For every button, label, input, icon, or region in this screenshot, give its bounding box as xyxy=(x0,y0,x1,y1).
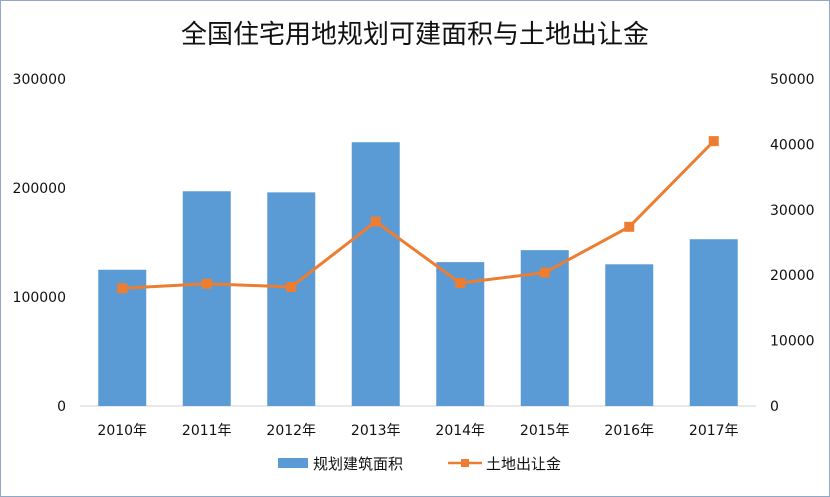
line-marker-2013年 xyxy=(370,216,381,227)
left-y-tick-label: 0 xyxy=(57,399,66,415)
x-tick-label: 2016年 xyxy=(604,423,654,439)
x-tick-label: 2015年 xyxy=(520,423,570,439)
legend-line-label: 土地出让金 xyxy=(486,455,561,473)
left-y-tick-label: 100000 xyxy=(13,290,66,306)
bar-2012年 xyxy=(267,192,316,406)
bar-2016年 xyxy=(605,264,654,406)
legend: 规划建筑面积 土地出让金 xyxy=(278,455,561,473)
line-marker-2012年 xyxy=(286,281,297,292)
legend-line-marker xyxy=(461,459,469,467)
line-marker-2011年 xyxy=(201,278,212,289)
bar-2017年 xyxy=(689,239,738,406)
line-marker-2015年 xyxy=(539,267,550,278)
legend-bar-label: 规划建筑面积 xyxy=(313,455,403,473)
line-series-group xyxy=(117,136,719,294)
bar-series-group xyxy=(98,142,738,406)
x-tick-label: 2017年 xyxy=(689,423,739,439)
left-y-tick-label: 300000 xyxy=(13,72,66,88)
legend-bar-swatch xyxy=(278,458,308,468)
right-y-tick-label: 20000 xyxy=(770,268,815,284)
right-y-tick-label: 0 xyxy=(770,399,779,415)
chart-title: 全国住宅用地规划可建面积与土地出让金 xyxy=(180,20,649,50)
bar-2011年 xyxy=(182,191,231,406)
right-y-tick-label: 50000 xyxy=(770,72,815,88)
line-marker-2010年 xyxy=(117,283,128,294)
line-marker-2016年 xyxy=(624,221,635,232)
left-y-axis: 0 100000 200000 300000 xyxy=(13,72,66,415)
x-tick-label: 2012年 xyxy=(266,423,316,439)
x-axis: 2010年 2011年 2012年 2013年 2014年 2015年 2016年 2017年 xyxy=(97,423,738,439)
x-tick-label: 2013年 xyxy=(351,423,401,439)
line-path xyxy=(122,140,715,290)
x-tick-label: 2014年 xyxy=(435,423,485,439)
right-y-tick-label: 40000 xyxy=(770,137,815,153)
line-marker-2017年 xyxy=(708,136,719,147)
right-y-axis: 0 10000 20000 30000 40000 50000 xyxy=(770,72,815,415)
x-tick-label: 2011年 xyxy=(182,423,232,439)
right-y-tick-label: 10000 xyxy=(770,334,815,350)
line-marker-2014年 xyxy=(455,278,466,289)
left-y-tick-label: 200000 xyxy=(13,181,66,197)
bar-2013年 xyxy=(351,142,400,406)
right-y-tick-label: 30000 xyxy=(770,203,815,219)
x-tick-label: 2010年 xyxy=(97,423,147,439)
